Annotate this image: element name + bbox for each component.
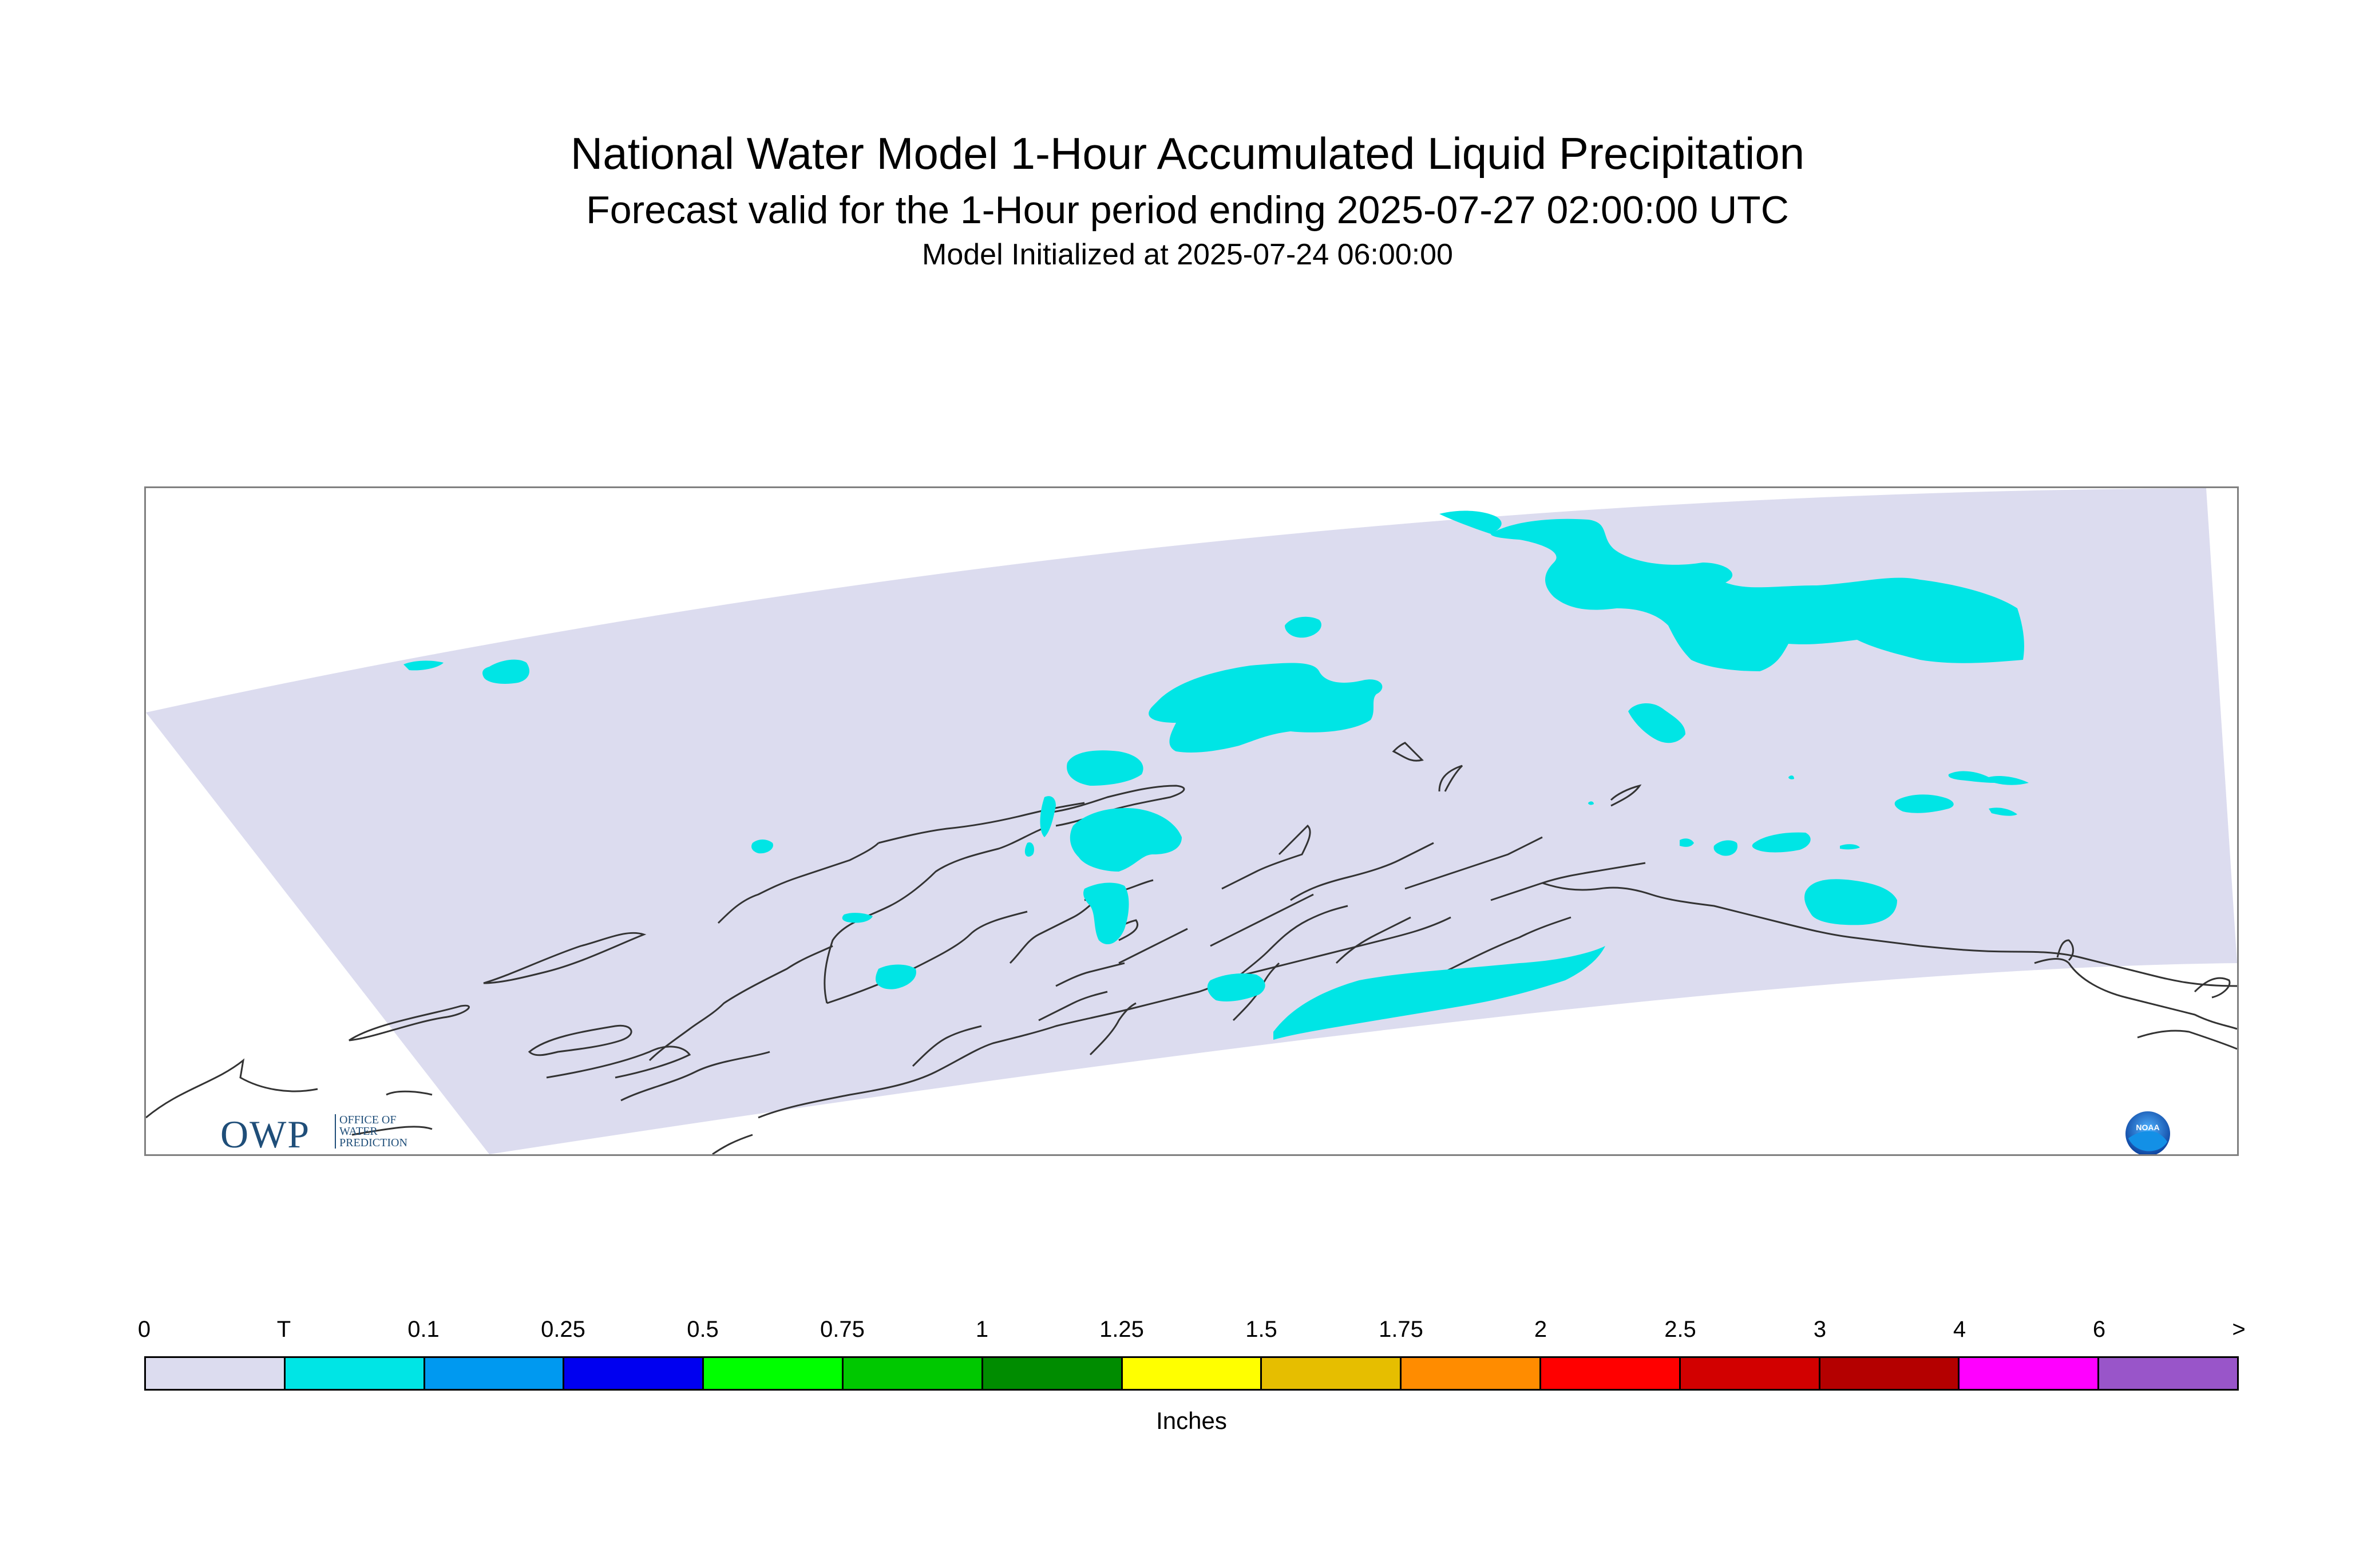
legend-tick-label: 0.25 <box>541 1317 585 1342</box>
legend-swatch <box>564 1358 704 1389</box>
owp-logo-line-3: PREDICTION <box>339 1137 407 1149</box>
legend-swatch <box>146 1358 286 1389</box>
legend-swatch <box>704 1358 844 1389</box>
legend-tick-label: 2 <box>1534 1317 1547 1342</box>
map-subtitle: Forecast valid for the 1-Hour period end… <box>586 188 1789 232</box>
legend-swatch <box>1960 1358 2100 1389</box>
legend-tick-label: 0.1 <box>407 1317 440 1342</box>
owp-logo-letters: OWP <box>220 1112 311 1156</box>
legend-tick-label: 1 <box>975 1317 989 1342</box>
legend-swatch <box>983 1358 1123 1389</box>
owp-logo: OWP OFFICE OF WATER PREDICTION <box>220 1112 407 1156</box>
legend-swatch <box>1122 1358 1262 1389</box>
legend-swatch <box>285 1358 425 1389</box>
owp-logo-line-1: OFFICE OF <box>339 1114 397 1126</box>
map-panel: OWP OFFICE OF WATER PREDICTION NOAA <box>144 486 2239 1156</box>
legend-swatch <box>1262 1358 1402 1389</box>
legend-tick-label: 1.25 <box>1099 1317 1144 1342</box>
legend-tick-label: 0.5 <box>687 1317 719 1342</box>
noaa-logo-text: NOAA <box>2136 1123 2159 1132</box>
map-title: National Water Model 1-Hour Accumulated … <box>570 128 1805 179</box>
legend-tick-label: 4 <box>1953 1317 1966 1342</box>
model-init-time: Model Initialized at 2025-07-24 06:00:00 <box>922 238 1453 271</box>
legend-tick-label: 1.5 <box>1245 1317 1277 1342</box>
legend-swatch <box>1541 1358 1681 1389</box>
legend-tick-label: 6 <box>2092 1317 2106 1342</box>
noaa-logo: NOAA <box>2124 1110 2171 1154</box>
legend-tick-label: 3 <box>1813 1317 1827 1342</box>
precipitation-legend: 0 T 0.1 0.25 0.5 0.75 1 1.25 1.5 1.75 2 2.5 3 4 6 > Inc… <box>138 1316 2246 1454</box>
precipitation-areas <box>403 510 2029 1040</box>
legend-tick-label: 0 <box>137 1317 151 1342</box>
legend-colorbar <box>144 1356 2239 1391</box>
precipitation-map <box>146 488 2237 1154</box>
owp-logo-line-2: WATER <box>339 1125 378 1138</box>
legend-tick-label: T <box>276 1317 291 1342</box>
legend-swatch <box>843 1358 983 1389</box>
legend-swatch <box>425 1358 565 1389</box>
legend-swatch <box>2099 1358 2237 1389</box>
legend-tick-label: > <box>2232 1317 2246 1342</box>
legend-tick-label: 0.75 <box>820 1317 865 1342</box>
legend-tick-label: 1.75 <box>1379 1317 1423 1342</box>
legend-units-label: Inches <box>1156 1407 1227 1434</box>
legend-swatch <box>1402 1358 1541 1389</box>
legend-swatch <box>1820 1358 1960 1389</box>
legend-swatch <box>1680 1358 1820 1389</box>
owp-logo-text: OFFICE OF WATER PREDICTION <box>335 1114 407 1149</box>
legend-tick-label: 2.5 <box>1664 1317 1696 1342</box>
